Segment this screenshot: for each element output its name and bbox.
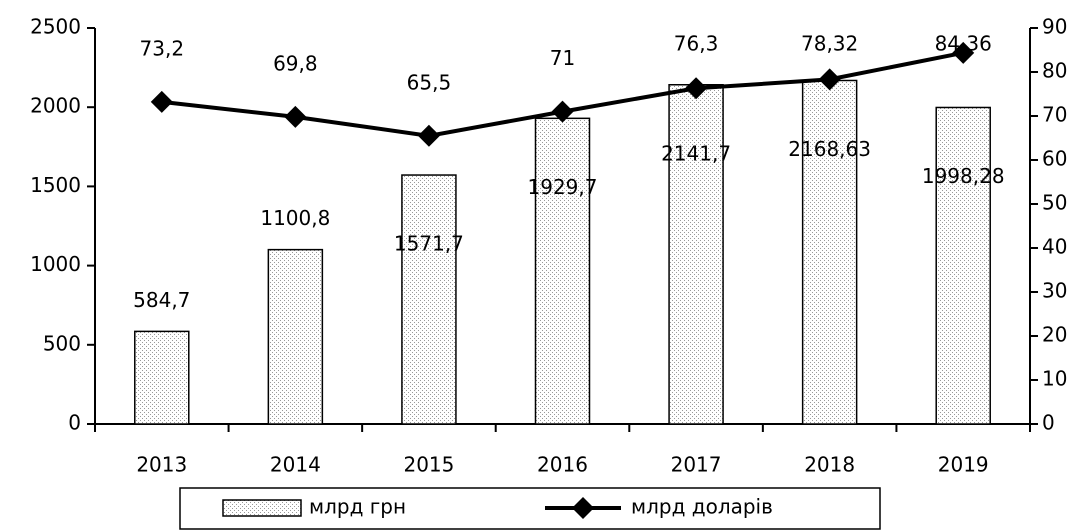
line-value-label: 69,8	[273, 51, 318, 75]
bar	[935, 106, 991, 425]
marker	[150, 90, 173, 113]
line-value-label: 65,5	[407, 70, 452, 94]
bar-value-label: 584,7	[133, 288, 190, 312]
legend-label: млрд грн	[309, 495, 406, 519]
line-value-label: 73,2	[140, 36, 185, 60]
marker	[284, 105, 307, 128]
bar	[668, 84, 724, 425]
y2-tick-label: 30	[1042, 279, 1067, 303]
bar	[534, 117, 591, 425]
x-tick-label: 2014	[270, 453, 321, 477]
marker	[952, 41, 975, 64]
bar	[801, 79, 858, 425]
line-value-label: 84,36	[935, 32, 992, 56]
marker	[417, 124, 440, 147]
bar-value-label: 1100,8	[260, 206, 330, 230]
bar-value-label: 1571,7	[394, 232, 464, 256]
legend-swatch	[222, 499, 302, 517]
bar	[401, 174, 457, 425]
marker	[818, 68, 841, 91]
y2-tick-label: 90	[1042, 15, 1067, 39]
x-tick-label: 2018	[804, 453, 855, 477]
bar	[267, 248, 324, 425]
line-value-label: 71	[550, 46, 575, 70]
y-tick-label: 2000	[30, 94, 81, 118]
y-tick-label: 500	[43, 331, 81, 355]
legend-label: млрд доларів	[631, 495, 773, 519]
y2-tick-label: 50	[1042, 191, 1067, 215]
line-value-label: 78,32	[801, 32, 858, 56]
y-tick-label: 1500	[30, 173, 81, 197]
bar-value-label: 2141,7	[661, 141, 731, 165]
y2-tick-label: 10	[1042, 367, 1067, 391]
bar	[134, 330, 190, 425]
x-tick-label: 2017	[671, 453, 722, 477]
marker	[685, 77, 708, 100]
y2-tick-label: 80	[1042, 59, 1067, 83]
y-tick-label: 0	[68, 411, 81, 435]
y-tick-label: 1000	[30, 252, 81, 276]
x-tick-label: 2016	[537, 453, 588, 477]
y2-tick-label: 0	[1042, 411, 1055, 435]
legend-marker	[572, 497, 594, 519]
marker	[551, 100, 574, 123]
x-tick-label: 2013	[136, 453, 187, 477]
line-value-label: 76,3	[674, 32, 719, 56]
x-tick-label: 2015	[403, 453, 454, 477]
x-tick-label: 2019	[938, 453, 989, 477]
y2-tick-label: 20	[1042, 323, 1067, 347]
bar-value-label: 1998,28	[922, 164, 1005, 188]
y-tick-label: 2500	[30, 15, 81, 39]
y2-tick-label: 70	[1042, 103, 1067, 127]
y2-tick-label: 40	[1042, 235, 1067, 259]
bar-value-label: 2168,63	[788, 137, 871, 161]
y2-tick-label: 60	[1042, 147, 1067, 171]
legend-box	[179, 487, 881, 530]
bar-value-label: 1929,7	[528, 175, 598, 199]
